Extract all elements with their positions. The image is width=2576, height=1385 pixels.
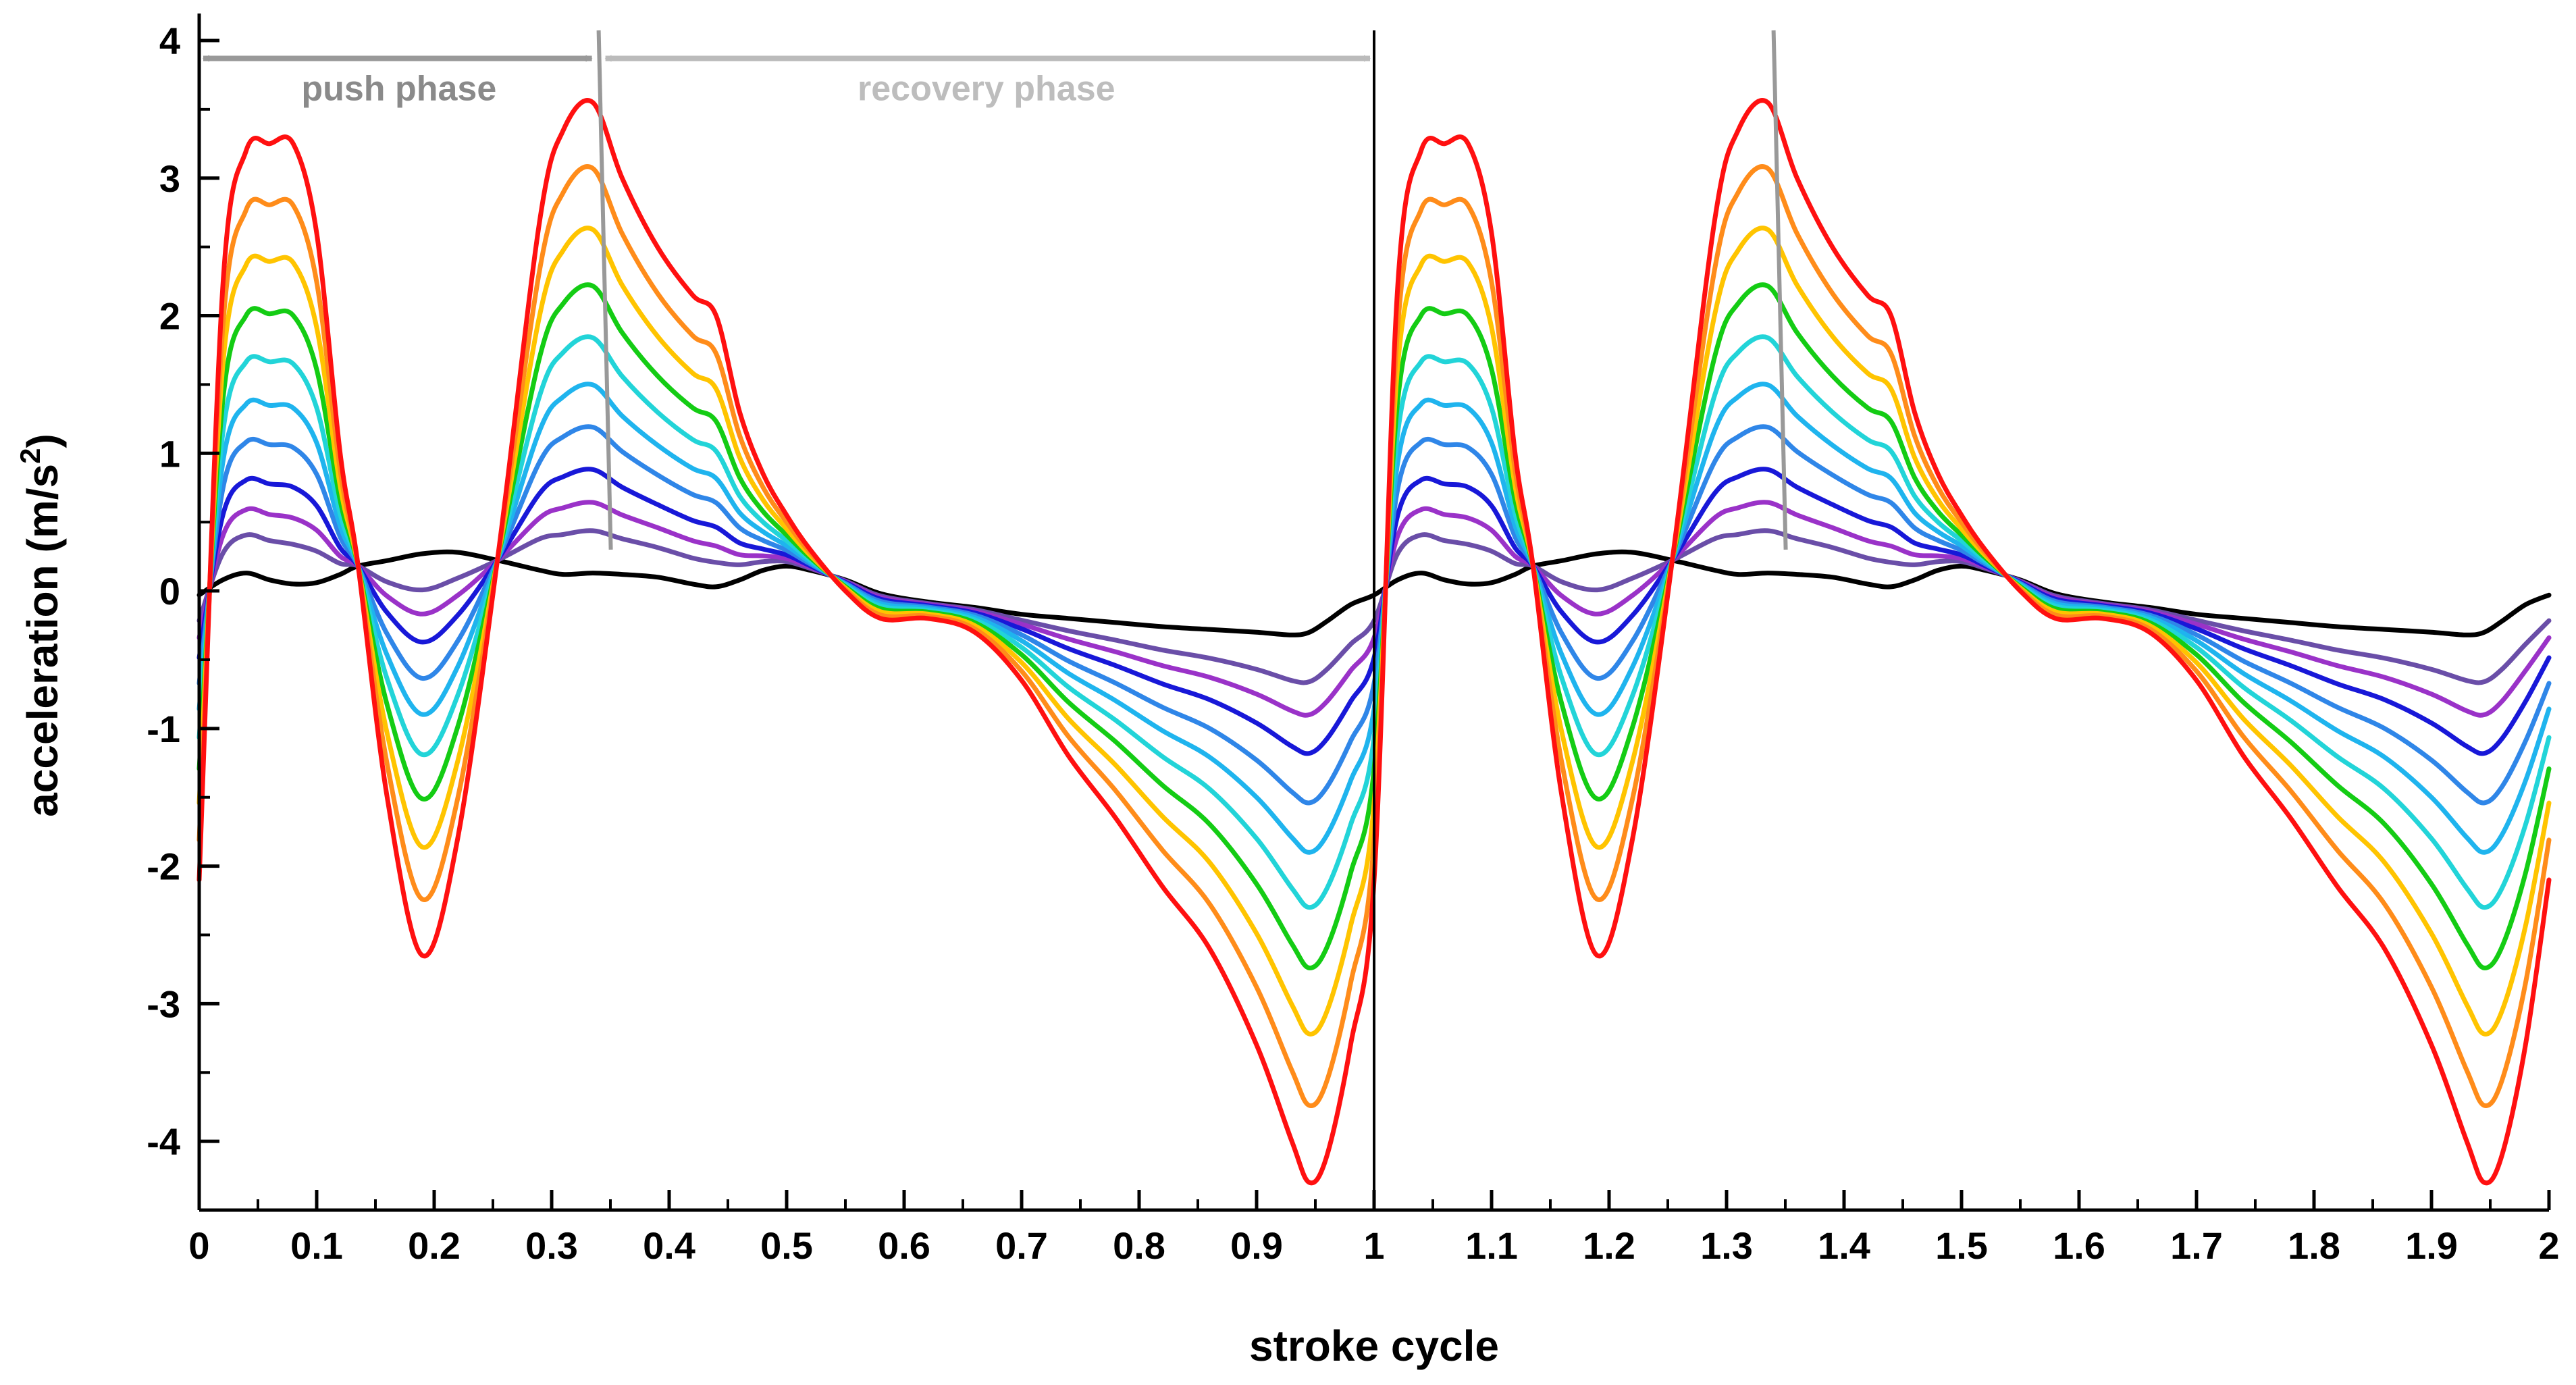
y-tick-label: 0 <box>159 570 180 612</box>
x-tick-label: 0.9 <box>1230 1224 1283 1267</box>
y-tick-label: -1 <box>147 708 180 750</box>
x-tick-label: 1 <box>1363 1224 1384 1267</box>
y-tick-label: -3 <box>147 983 180 1025</box>
y-tick-label: 1 <box>159 432 180 475</box>
x-tick-label: 1.6 <box>2053 1224 2105 1267</box>
y-axis-title-superscript: 2 <box>14 448 46 464</box>
x-tick-label: 1.9 <box>2405 1224 2458 1267</box>
x-tick-label: 1.2 <box>1583 1224 1635 1267</box>
y-axis-title-close: ) <box>18 434 67 448</box>
y-tick-label: -4 <box>147 1120 180 1163</box>
x-tick-label: 0.5 <box>760 1224 813 1267</box>
x-tick-label: 1.4 <box>1818 1224 1870 1267</box>
x-tick-label: 0.8 <box>1113 1224 1165 1267</box>
recovery-phase-label: recovery phase <box>858 69 1115 108</box>
x-tick-label: 0 <box>188 1224 209 1267</box>
x-tick-label: 1.3 <box>1700 1224 1753 1267</box>
x-axis-title: stroke cycle <box>1249 1322 1499 1370</box>
y-tick-label: -2 <box>147 845 180 888</box>
axes-layer: 4 3 2 1 0 -1 -2 -3 -4 0 0.1 0.2 0.3 0.4 0.5 0.6 0.7 0.8 0.… <box>147 14 2560 1267</box>
peak-marker-line-1 <box>596 30 613 550</box>
x-tick-label: 0.3 <box>525 1224 578 1267</box>
x-tick-label: 0.2 <box>408 1224 461 1267</box>
y-tick-label: 3 <box>159 157 180 200</box>
x-tick-label: 2 <box>2538 1224 2559 1267</box>
y-tick-label: 2 <box>159 295 180 338</box>
y-tick-label: 4 <box>159 20 180 62</box>
peak-marker-line-2 <box>1771 30 1788 550</box>
x-tick-label: 1.8 <box>2288 1224 2340 1267</box>
push-phase-label: push phase <box>301 69 496 108</box>
x-tick-label: 1.5 <box>1935 1224 1988 1267</box>
x-tick-label: 1.7 <box>2170 1224 2223 1267</box>
y-axis-title: acceleration (m/s2) <box>14 434 67 817</box>
x-tick-label: 0.1 <box>290 1224 343 1267</box>
x-tick-label: 0.6 <box>878 1224 930 1267</box>
annotation-layer <box>203 30 1788 1210</box>
y-axis-title-main: acceleration (m/s <box>18 464 67 817</box>
x-tick-label: 0.4 <box>643 1224 695 1267</box>
x-tick-label: 0.7 <box>995 1224 1048 1267</box>
x-tick-label: 1.1 <box>1465 1224 1518 1267</box>
